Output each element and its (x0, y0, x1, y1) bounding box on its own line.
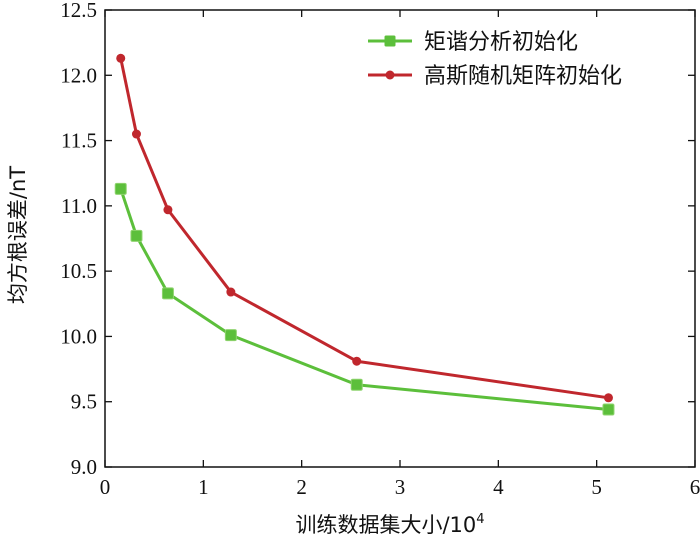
x-tick-label: 5 (591, 475, 602, 499)
y-tick-label: 11.0 (61, 194, 97, 218)
data-point (161, 287, 174, 300)
x-tick-label: 0 (100, 475, 111, 499)
legend-item-2: 高斯随机矩阵初始化 (368, 64, 622, 89)
data-point (602, 403, 615, 416)
data-point (352, 356, 362, 366)
data-point (114, 182, 127, 195)
series-2 (116, 53, 613, 403)
x-tick-label: 4 (493, 475, 504, 499)
legend-marker (384, 35, 396, 47)
legend-label: 高斯随机矩阵初始化 (424, 64, 622, 89)
tick-labels: 0 1 2 3 4 5 6 9.0 9.5 10.0 10.5 11.0 11.5 12.0 12.5 (60, 0, 700, 499)
tick-marks (104, 9, 696, 468)
series-line (119, 58, 609, 400)
x-axis-title-exponent: 4 (476, 512, 484, 527)
y-tick-label: 12.0 (60, 63, 97, 87)
data-point (350, 378, 363, 391)
legend-marker (385, 70, 395, 80)
y-tick-label: 11.5 (61, 129, 97, 153)
data-point (130, 229, 143, 242)
y-tick-label: 12.5 (60, 0, 97, 22)
data-point (603, 393, 613, 403)
data-point (226, 287, 236, 297)
x-tick-label: 3 (395, 475, 406, 499)
data-point (163, 205, 173, 215)
y-tick-label: 10.0 (60, 324, 97, 348)
legend-label: 矩谐分析初始化 (424, 30, 578, 55)
y-tick-label: 9.5 (71, 390, 97, 414)
data-point (131, 129, 141, 139)
y-tick-label: 10.5 (60, 259, 97, 283)
x-axis-title: 训练数据集大小/104 (295, 512, 484, 537)
y-tick-label: 9.0 (71, 455, 97, 479)
series-1 (114, 182, 615, 416)
series-line (119, 188, 609, 412)
data-point (224, 329, 237, 342)
x-tick-label: 1 (198, 475, 209, 499)
x-tick-label: 6 (690, 475, 700, 499)
legend-item-1: 矩谐分析初始化 (368, 30, 578, 55)
y-axis-title: 均方根误差/nT (6, 166, 30, 304)
data-point (116, 53, 126, 63)
x-tick-label: 2 (296, 475, 307, 499)
x-axis-title-main: 训练数据集大小/10 (295, 513, 476, 537)
data-series (114, 53, 615, 416)
